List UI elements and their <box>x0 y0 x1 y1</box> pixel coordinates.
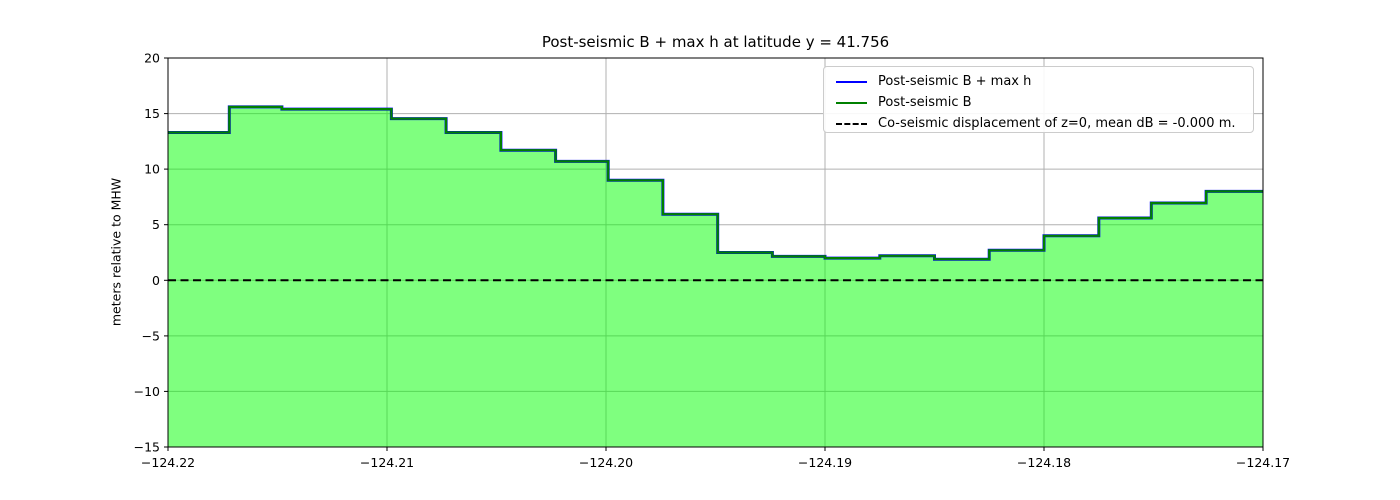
y-axis-label: meters relative to MHW <box>108 177 124 327</box>
line-post-seismic-b <box>168 105 1263 261</box>
x-tick-label: −124.21 <box>360 455 414 470</box>
chart-title: Post-seismic B + max h at latitude y = 4… <box>541 33 890 51</box>
y-tick-label: 5 <box>152 217 160 232</box>
x-tick-label: −124.17 <box>1236 455 1290 470</box>
legend-item-label: Post-seismic B <box>878 95 972 110</box>
y-tick-label: 20 <box>144 51 160 66</box>
legend-item: Post-seismic B <box>836 93 1253 112</box>
legend-item: Post-seismic B + max h <box>836 72 1253 91</box>
legend-line-co-seismic-displacement <box>836 122 867 125</box>
legend-item-label: Post-seismic B + max h <box>878 74 1032 89</box>
x-tick-label: −124.19 <box>798 455 852 470</box>
area-fill <box>168 106 1263 448</box>
axes-border <box>167 57 1264 448</box>
y-tick-label: 10 <box>144 162 160 177</box>
y-tick-label: −5 <box>142 328 160 343</box>
y-tick-label: 15 <box>144 106 160 121</box>
x-tick-label: −124.18 <box>1017 455 1071 470</box>
legend-line-post-seismic-b-plus-max-h <box>836 80 867 83</box>
y-tick-label: −10 <box>134 384 160 399</box>
y-tick-label: 0 <box>152 273 160 288</box>
legend: Post-seismic B + max h Post-seismic B Co… <box>823 66 1254 133</box>
legend-item-label: Co-seismic displacement of z=0, mean dB … <box>878 116 1236 131</box>
x-tick-label: −124.22 <box>141 455 195 470</box>
legend-item: Co-seismic displacement of z=0, mean dB … <box>836 114 1253 133</box>
y-tick-label: −15 <box>134 440 160 455</box>
x-tick-label: −124.20 <box>579 455 633 470</box>
legend-line-post-seismic-b <box>836 101 867 104</box>
